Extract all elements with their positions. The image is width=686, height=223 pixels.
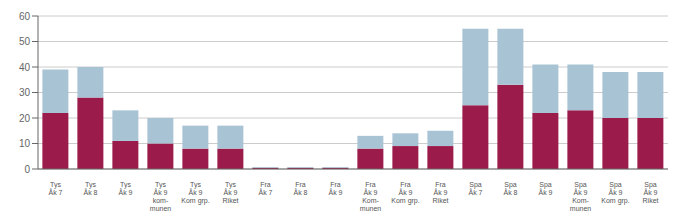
svg-text:FraÅk 8: FraÅk 8 [293, 181, 307, 196]
svg-text:FraÅk 9: FraÅk 9 [328, 181, 342, 196]
svg-text:FraÅk 9Kom-munen: FraÅk 9Kom-munen [360, 181, 382, 212]
svg-text:TysÅk 8: TysÅk 8 [83, 181, 97, 196]
svg-text:20: 20 [19, 113, 31, 124]
svg-text:SpaÅk 8: SpaÅk 8 [503, 181, 517, 196]
svg-text:FraÅk 9Kom grp.: FraÅk 9Kom grp. [391, 181, 419, 205]
svg-text:40: 40 [19, 62, 31, 73]
svg-text:SpaÅk 9Riket: SpaÅk 9Riket [643, 181, 659, 204]
svg-text:TysÅk 9kom-munen: TysÅk 9kom-munen [150, 181, 172, 212]
svg-text:FraÅk 9Riket: FraÅk 9Riket [433, 181, 449, 204]
svg-text:0: 0 [24, 164, 30, 175]
svg-text:SpaÅk 9Kom-munen: SpaÅk 9Kom-munen [570, 181, 592, 212]
svg-text:TysÅk 9Riket: TysÅk 9Riket [223, 181, 239, 204]
svg-text:SpaÅk 9Kom grp.: SpaÅk 9Kom grp. [601, 181, 629, 205]
svg-text:TysÅk 7: TysÅk 7 [48, 181, 62, 196]
svg-text:60: 60 [19, 11, 31, 22]
svg-text:TysÅk 9: TysÅk 9 [118, 181, 132, 196]
svg-text:SpaÅk 7: SpaÅk 7 [468, 181, 482, 196]
svg-text:10: 10 [19, 138, 31, 149]
svg-text:SpaÅk 9: SpaÅk 9 [538, 181, 552, 196]
svg-text:TysÅk 9Kom grp.: TysÅk 9Kom grp. [181, 181, 209, 205]
svg-text:FraÅk 7: FraÅk 7 [258, 181, 272, 196]
svg-text:50: 50 [19, 36, 31, 47]
svg-text:30: 30 [19, 87, 31, 98]
